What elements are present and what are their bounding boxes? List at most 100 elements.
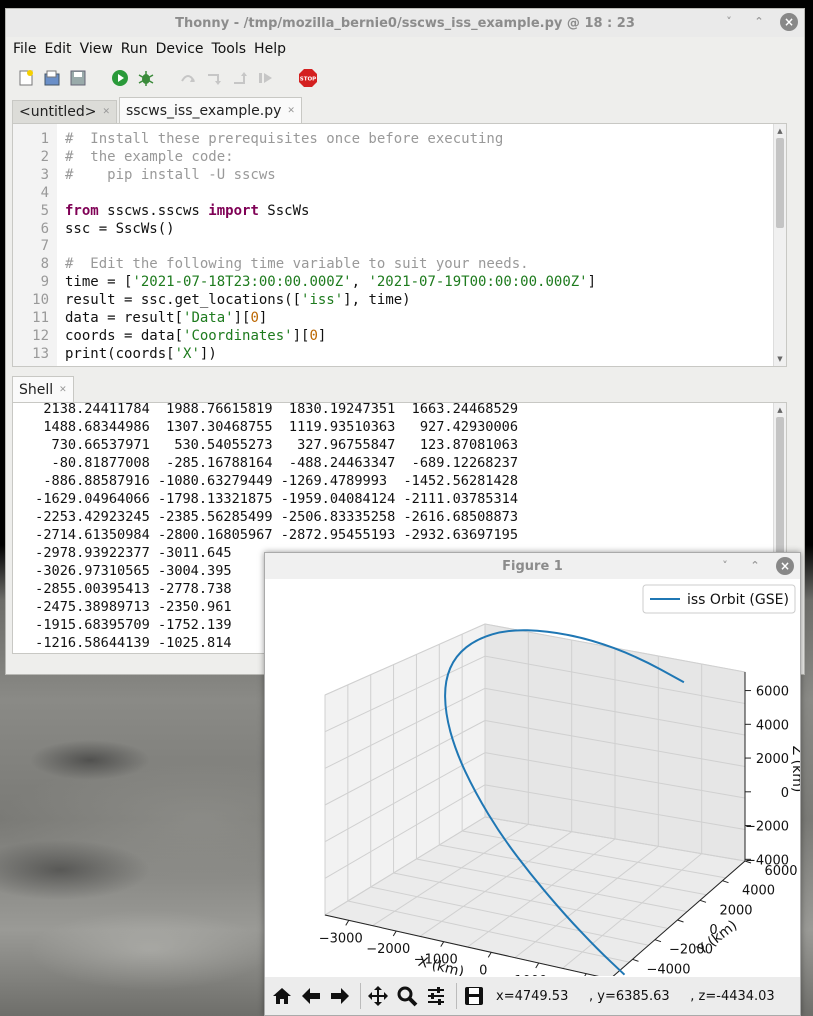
code-token: '2021-07-18T23:00:00.000Z' xyxy=(132,274,352,291)
close-icon[interactable]: × xyxy=(776,557,794,575)
grid-line xyxy=(484,687,746,736)
tab-sscws-iss-example[interactable]: sscws_iss_example.py ✕ xyxy=(119,97,302,123)
code-token: import xyxy=(208,202,259,219)
zoom-icon[interactable] xyxy=(394,982,420,1010)
save-figure-icon[interactable] xyxy=(461,982,487,1010)
maximize-icon[interactable]: ⌃ xyxy=(750,559,760,572)
code-token: coords = data[ xyxy=(65,327,184,344)
scrollbar-thumb[interactable] xyxy=(776,417,784,637)
y-tick xyxy=(744,860,752,864)
z-axis-label: Z (km) xyxy=(789,746,800,793)
code-editor[interactable]: 1 # Install these prerequisites once befo… xyxy=(12,123,787,367)
x-tick xyxy=(535,962,540,969)
grid-line xyxy=(324,784,486,879)
resume-icon[interactable] xyxy=(256,68,276,88)
y-tick-label: 0 xyxy=(709,923,717,938)
grid-line xyxy=(484,816,746,862)
menu-file[interactable]: File xyxy=(13,41,37,57)
new-file-icon[interactable] xyxy=(16,68,36,88)
maximize-icon[interactable]: ⌃ xyxy=(754,15,764,28)
step-over-icon[interactable] xyxy=(178,68,198,88)
shell-line: -886.88587916 -1080.63279449 -1269.47899… xyxy=(27,473,519,489)
code-token: ] xyxy=(317,327,327,344)
open-file-icon[interactable] xyxy=(42,68,62,88)
forward-icon[interactable] xyxy=(327,982,353,1010)
grid-line xyxy=(419,831,572,937)
legend-box xyxy=(642,584,796,614)
scroll-up-icon[interactable]: ▲ xyxy=(777,406,783,414)
z-tick-label: −2000 xyxy=(745,820,789,835)
code-token: result = ssc.get_locations([ xyxy=(65,292,302,309)
window-titlebar[interactable]: Thonny - /tmp/mozilla_bernie0/sscws_iss_… xyxy=(6,9,804,37)
figure-titlebar[interactable]: Figure 1 ˅ ⌃ × xyxy=(265,553,800,579)
close-tab-icon[interactable]: ✕ xyxy=(102,107,111,117)
line-number: 10 xyxy=(32,292,49,309)
run-icon[interactable] xyxy=(110,68,130,88)
code-line: 10 result = ssc.get_locations(['iss'], ti… xyxy=(13,291,411,309)
menu-tools[interactable]: Tools xyxy=(211,41,247,57)
grid-line xyxy=(439,844,707,896)
step-into-icon[interactable] xyxy=(204,68,224,88)
menu-view[interactable]: View xyxy=(79,41,113,57)
code-line: 8 # Edit the following time variable to s… xyxy=(13,255,529,273)
code-line: 4 xyxy=(13,184,65,202)
grid-line xyxy=(562,853,702,969)
x-tick xyxy=(392,930,397,937)
code-token: 'X' xyxy=(174,345,200,362)
close-tab-icon[interactable]: ✕ xyxy=(287,105,295,116)
code-text: # pip install -U sscws xyxy=(65,166,276,184)
menu-run[interactable]: Run xyxy=(120,41,148,57)
shell-line: -2855.00395413 -2778.738 xyxy=(27,581,232,597)
code-line: 3 # pip install -U sscws xyxy=(13,166,276,184)
pan-icon[interactable] xyxy=(365,982,391,1010)
editor-scrollbar[interactable]: ▲ ▼ xyxy=(773,124,786,366)
scrollbar-thumb[interactable] xyxy=(776,138,784,228)
code-token: # pip install -U sscws xyxy=(65,166,276,183)
grid-line xyxy=(370,886,649,946)
stop-icon[interactable]: STOP xyxy=(298,68,318,88)
debug-icon[interactable] xyxy=(136,68,156,88)
code-text: time = ['2021-07-18T23:00:00.000Z', '202… xyxy=(65,273,596,291)
z-tick-label: −4000 xyxy=(745,853,789,868)
line-number: 13 xyxy=(32,345,49,362)
scroll-down-icon[interactable]: ▼ xyxy=(777,355,783,363)
code-token: ], time) xyxy=(343,292,411,309)
code-token: ssc = SscWs() xyxy=(65,220,175,237)
menu-device[interactable]: Device xyxy=(155,41,204,57)
code-line: 1 # Install these prerequisites once befo… xyxy=(13,130,504,148)
save-file-icon[interactable] xyxy=(68,68,88,88)
minimize-icon[interactable]: ˅ xyxy=(722,559,728,572)
code-text: data = result['Data'][0] xyxy=(65,309,267,327)
step-out-icon[interactable] xyxy=(230,68,250,88)
code-line: 12 coords = data['Coordinates'][0] xyxy=(13,327,326,345)
grid-line xyxy=(347,900,630,963)
figure-window: Figure 1 ˅ ⌃ × −3000−2000−1000010002000−… xyxy=(264,552,805,1016)
line-number: 5 xyxy=(40,202,49,219)
close-icon[interactable]: × xyxy=(780,13,798,31)
shell-line: -1915.68395709 -1752.139 xyxy=(27,617,232,633)
code-line: 9 time = ['2021-07-18T23:00:00.000Z', '20… xyxy=(13,273,596,291)
tab-shell[interactable]: Shell ✕ xyxy=(12,376,74,402)
home-icon[interactable] xyxy=(269,982,295,1010)
tab-untitled[interactable]: <untitled> ✕ xyxy=(12,100,118,123)
close-tab-icon[interactable]: ✕ xyxy=(59,384,67,395)
y-tick xyxy=(677,919,684,923)
grid-line xyxy=(393,872,668,929)
menu-help[interactable]: Help xyxy=(254,41,286,57)
back-icon[interactable] xyxy=(298,982,324,1010)
code-text: # the example code: xyxy=(65,148,234,166)
line-number: 1 xyxy=(40,131,49,147)
minimize-icon[interactable]: ˅ xyxy=(726,15,732,28)
scroll-up-icon[interactable]: ▲ xyxy=(777,127,783,135)
main-toolbar: STOP xyxy=(6,61,804,95)
configure-subplots-icon[interactable] xyxy=(423,982,449,1010)
code-token: from xyxy=(65,202,99,219)
orbit-3d-chart: −3000−2000−1000010002000−6000−4000−20000… xyxy=(319,584,805,1000)
figure-canvas[interactable]: −3000−2000−1000010002000−6000−4000−20000… xyxy=(265,579,805,1000)
code-token: '2021-07-19T00:00:00.000Z' xyxy=(368,274,588,291)
code-token: ]) xyxy=(199,345,217,362)
code-text: ssc = SscWs() xyxy=(65,220,175,238)
shell-line: -1216.58644139 -1025.814 xyxy=(27,635,232,651)
x-tick xyxy=(345,920,350,926)
menu-edit[interactable]: Edit xyxy=(44,41,72,57)
